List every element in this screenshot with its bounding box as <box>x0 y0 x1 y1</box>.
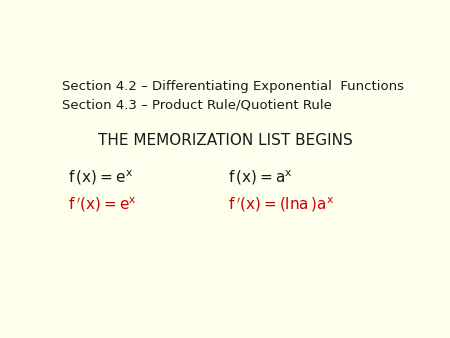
Text: $\mathsf{f\,'(x) = e^{x}}$: $\mathsf{f\,'(x) = e^{x}}$ <box>68 195 136 214</box>
Text: Section 4.3 – Product Rule/Quotient Rule: Section 4.3 – Product Rule/Quotient Rule <box>62 98 332 111</box>
Text: $\mathsf{f\,(x) = a^{x}}$: $\mathsf{f\,(x) = a^{x}}$ <box>228 168 293 187</box>
Text: $\mathsf{f\,'(x) = (lna\,)a^{x}}$: $\mathsf{f\,'(x) = (lna\,)a^{x}}$ <box>228 195 334 214</box>
Text: THE MEMORIZATION LIST BEGINS: THE MEMORIZATION LIST BEGINS <box>98 133 352 148</box>
Text: Section 4.2 – Differentiating Exponential  Functions: Section 4.2 – Differentiating Exponentia… <box>62 80 404 93</box>
Text: $\mathsf{f\,(x) = e^{x}}$: $\mathsf{f\,(x) = e^{x}}$ <box>68 168 133 187</box>
